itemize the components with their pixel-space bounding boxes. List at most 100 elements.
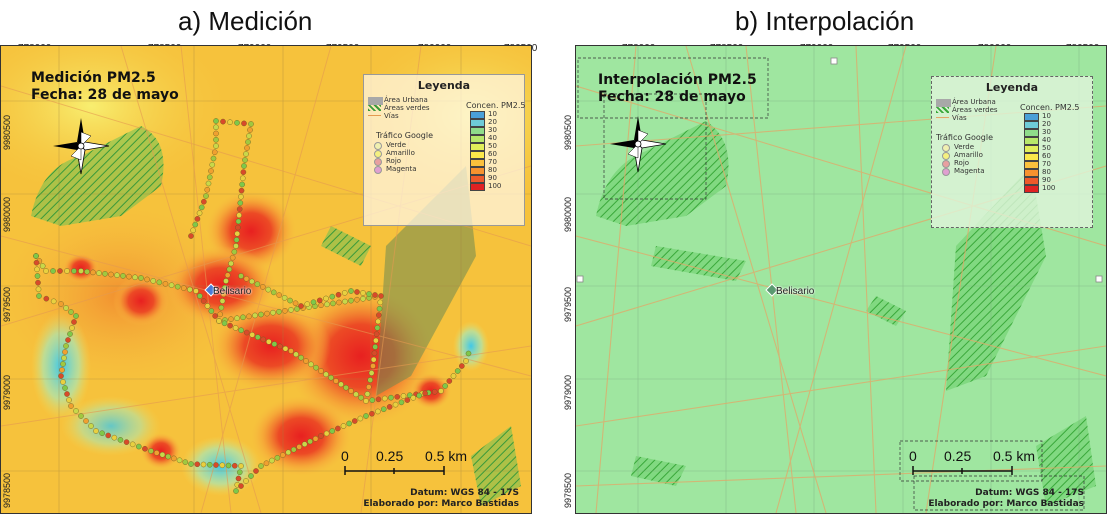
measurement-point: [138, 275, 144, 281]
measurement-point: [142, 445, 148, 452]
measurement-point: [84, 268, 90, 275]
measurement-point: [235, 218, 242, 225]
measurement-point: [162, 280, 169, 287]
measurement-point: [218, 304, 225, 311]
measurement-point: [68, 309, 74, 315]
measurement-point: [381, 395, 388, 402]
measurement-point: [288, 307, 294, 313]
north-arrow-icon: [53, 118, 110, 175]
measurement-point: [206, 461, 213, 468]
measurement-point: [102, 270, 108, 277]
measurement-point: [174, 283, 181, 290]
panel-b-map[interactable]: Interpolación PM2.5 Fecha: 28 de mayo Be…: [575, 45, 1107, 514]
legend-class-label: 40: [488, 134, 497, 142]
measurement-point: [203, 193, 209, 199]
legend-class-label: 90: [488, 174, 497, 182]
measurement-point: [338, 381, 344, 388]
areas-verdes-swatch: [936, 107, 949, 113]
measurement-point: [78, 268, 84, 274]
legend-class-label: 50: [488, 142, 497, 150]
legend-class-swatch: [470, 175, 485, 183]
traffic-label: Magenta: [954, 167, 985, 175]
measurement-point: [204, 186, 211, 193]
measurement-point: [360, 290, 366, 296]
measurement-point: [69, 325, 75, 331]
measurement-point: [370, 356, 377, 363]
legend-class-swatch: [470, 151, 485, 159]
measurement-point: [375, 408, 381, 415]
measurement-point: [376, 312, 382, 318]
measurement-point: [235, 475, 242, 482]
traffic-dot-icon: [942, 144, 950, 152]
measurement-point: [73, 408, 79, 414]
measurement-point: [78, 413, 84, 419]
measurement-point: [213, 462, 219, 468]
measurement-point: [88, 423, 94, 429]
y-tick: 9979500: [563, 286, 573, 322]
datum-text: Datum: WGS 84 - 17S: [410, 488, 519, 498]
measurement-point: [374, 325, 381, 331]
measurement-point: [196, 210, 203, 216]
legend-class-swatch: [1024, 137, 1039, 145]
measurement-point: [330, 300, 336, 307]
scale-bar-graphic: [912, 466, 1013, 475]
measurement-point: [242, 157, 248, 163]
measurement-point: [73, 313, 79, 319]
measurement-point: [108, 271, 114, 278]
measurement-point: [99, 430, 105, 437]
measurement-point: [212, 313, 218, 319]
measurement-point: [93, 428, 99, 434]
y-tick: 9979500: [2, 286, 12, 322]
measurement-point: [226, 266, 233, 273]
measurement-point: [220, 118, 226, 125]
measurement-point: [294, 306, 300, 312]
measurement-point: [236, 206, 243, 212]
measurement-point: [246, 313, 252, 320]
measurement-point: [223, 278, 229, 284]
measurement-point: [248, 121, 254, 127]
measurement-point: [235, 224, 241, 231]
traffic-dot-icon: [942, 160, 950, 168]
measurement-point: [253, 468, 259, 474]
measurement-point: [281, 295, 288, 301]
legend-area-urbana: Área Urbana: [952, 98, 996, 106]
panel-b-heading: b) Interpolación: [735, 6, 915, 36]
y-tick: 9978500: [563, 472, 573, 508]
measurement-point: [323, 295, 329, 302]
legend-a: Leyenda Área Urbana Áreas verdes Vías Co…: [363, 74, 525, 226]
measurement-point: [288, 348, 294, 354]
legend-class-label: 50: [1042, 144, 1051, 152]
panel-a-map[interactable]: Medición PM2.5 Fecha: 28 de mayo Belisar…: [0, 45, 532, 514]
legend-areas-verdes: Áreas verdes: [384, 104, 430, 112]
legend-class-label: 70: [1042, 160, 1051, 168]
measurement-point: [117, 437, 124, 443]
belisario-marker[interactable]: [765, 283, 779, 297]
belisario-marker[interactable]: [204, 283, 218, 297]
measurement-point: [232, 325, 239, 331]
measurement-point: [243, 478, 249, 484]
measurement-point: [238, 327, 244, 334]
area-urbana-swatch: [368, 97, 383, 105]
measurement-point: [239, 175, 246, 182]
y-tick: 9980000: [2, 196, 12, 232]
legend-class-swatch: [1024, 185, 1039, 193]
measurement-point: [227, 322, 233, 329]
measurement-point: [422, 390, 428, 397]
measurement-point: [270, 309, 276, 316]
measurement-point: [335, 291, 342, 298]
measurement-point: [358, 394, 364, 401]
legend-class-swatch: [1024, 161, 1039, 169]
vias-swatch: [936, 117, 949, 118]
measurement-point: [197, 293, 203, 299]
measurement-point: [285, 449, 292, 456]
measurement-point: [63, 305, 69, 311]
measurement-point: [35, 286, 42, 293]
scale-label: 0: [909, 448, 917, 464]
map-title-line1: Interpolación PM2.5: [598, 72, 757, 88]
measurement-point: [238, 463, 244, 469]
legend-b: Leyenda Área Urbana Áreas verdes Vías Co…: [931, 76, 1093, 228]
measurement-point: [217, 311, 223, 318]
measurement-point: [71, 268, 77, 274]
measurement-point: [450, 373, 457, 379]
measurement-point: [193, 288, 199, 294]
